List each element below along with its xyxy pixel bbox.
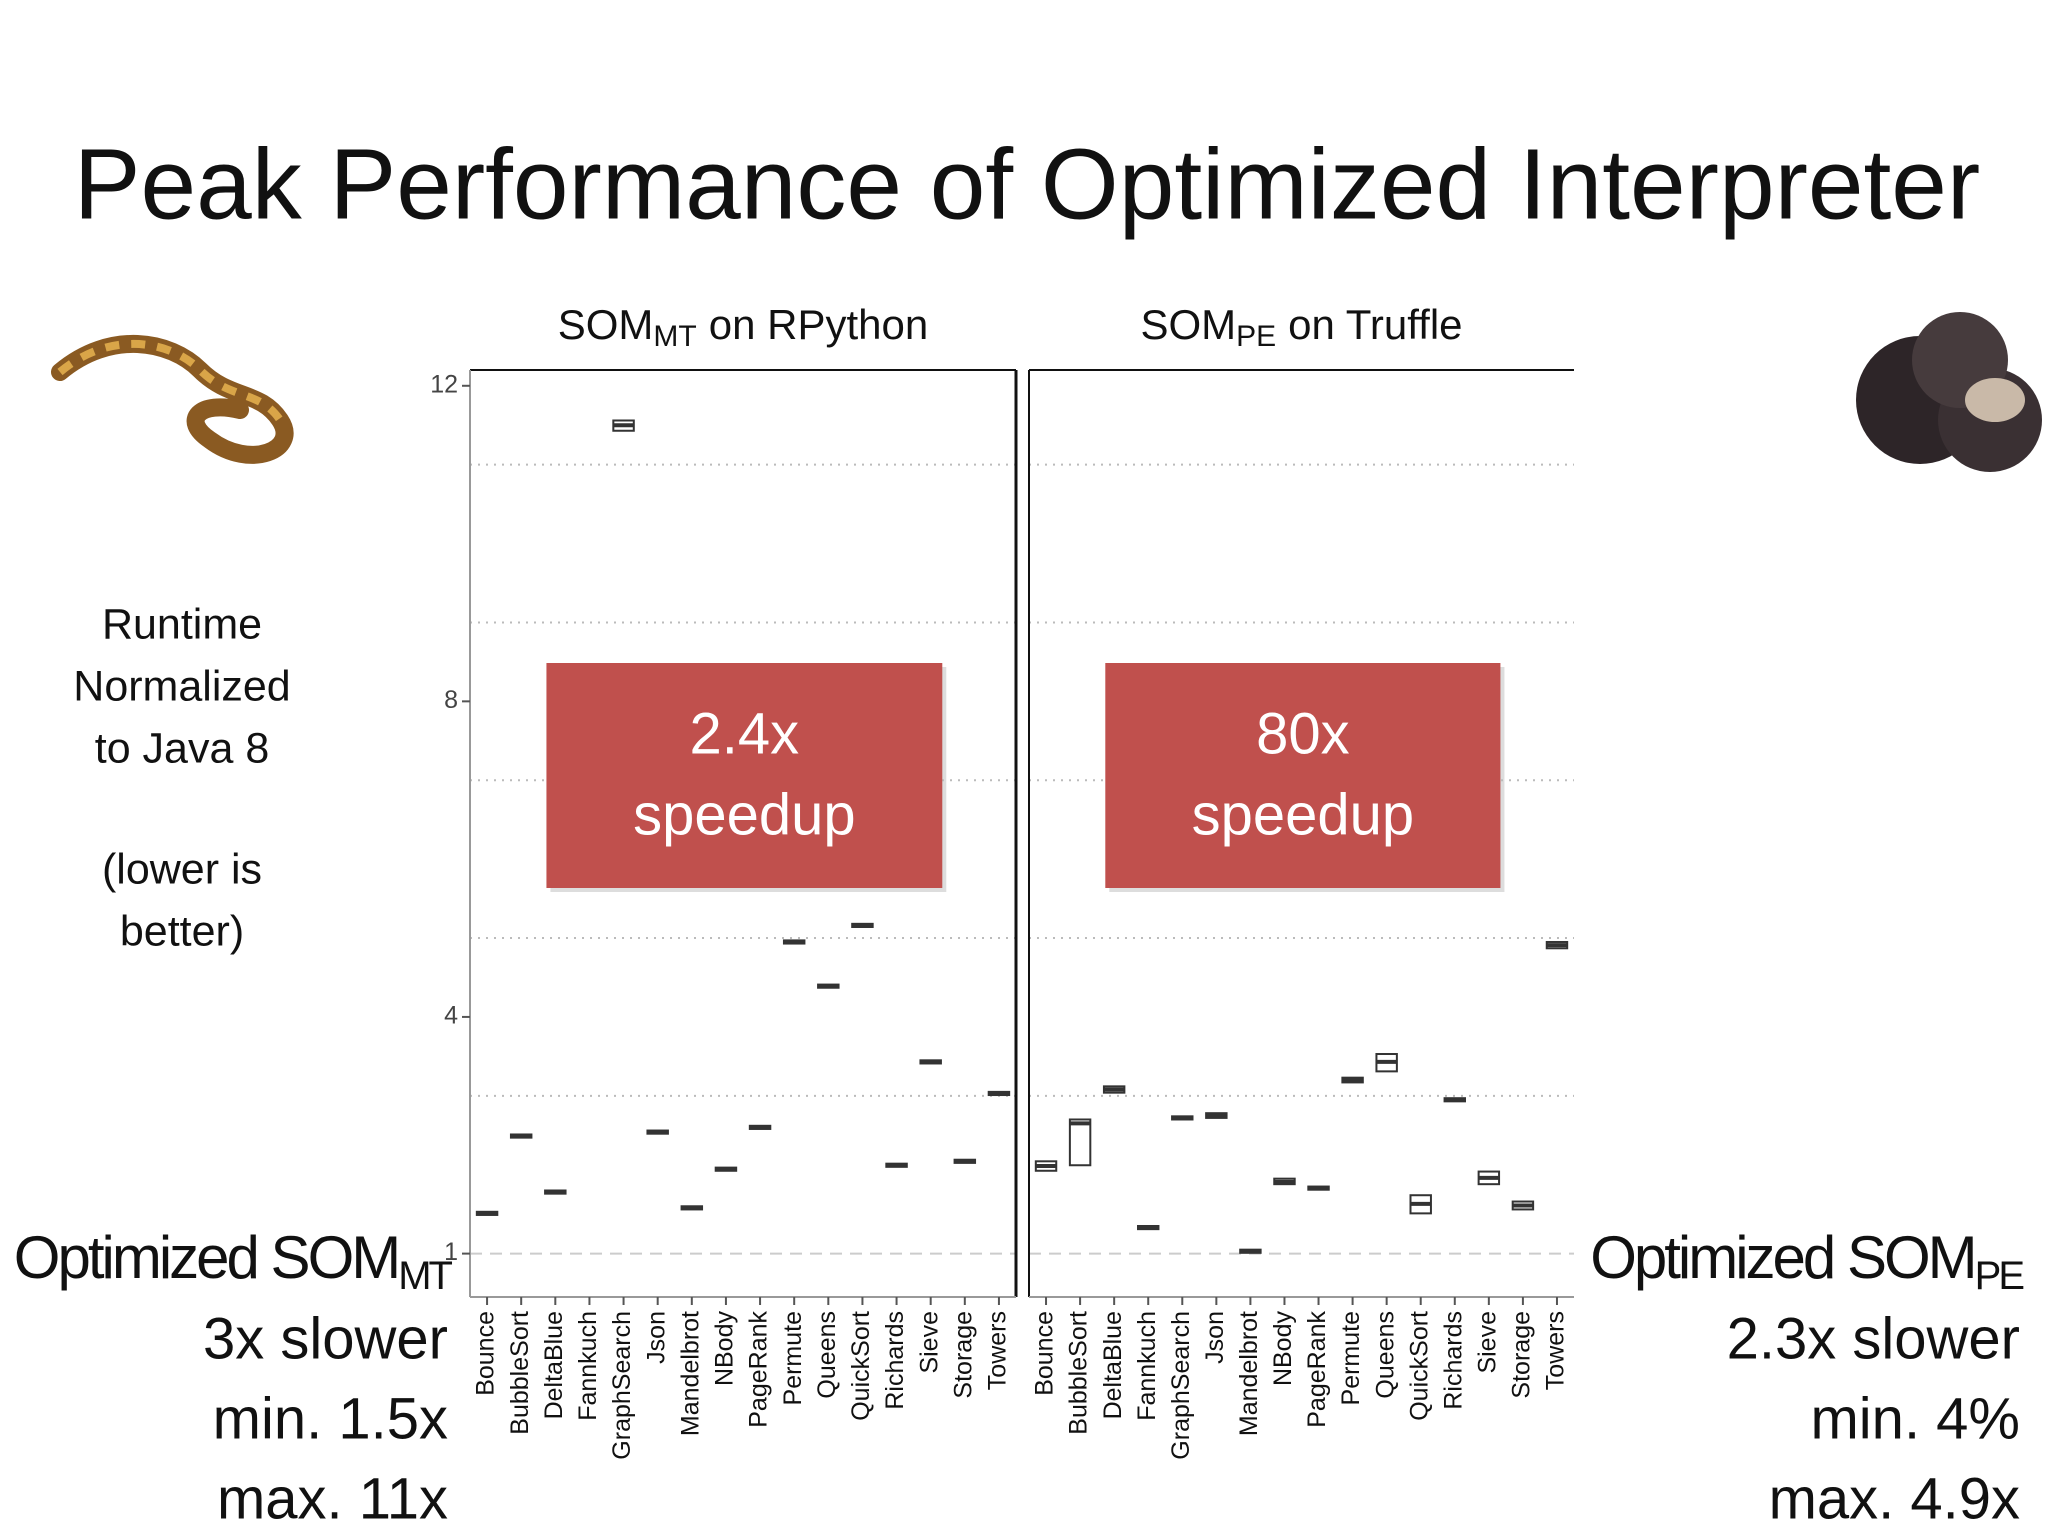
y-note-line: better)	[120, 907, 244, 955]
y-label-line: Normalized	[73, 662, 290, 710]
facet-title-main: SOM	[1140, 301, 1236, 348]
summary-line: min. 1.5x	[213, 1386, 448, 1451]
y-axis-label: Runtime Normalized to Java 8 (lower is bette…	[73, 600, 290, 955]
y-tick-label: 4	[444, 1002, 458, 1030]
x-tick-label: Sieve	[915, 1311, 943, 1374]
x-tick-label: Permute	[1337, 1311, 1365, 1405]
facet-title-sub: PE	[1236, 320, 1276, 353]
x-tick-label: DeltaBlue	[1099, 1311, 1127, 1419]
summary-label-main: Optimized SOM	[14, 1224, 398, 1291]
facet-title: SOMPE on Truffle	[1140, 301, 1462, 353]
box	[1068, 1118, 1092, 1167]
x-tick-label: Queens	[813, 1311, 841, 1399]
x-tick-label: NBody	[711, 1311, 739, 1387]
summary-line: 2.3x slower	[1727, 1306, 2020, 1371]
x-tick-label: DeltaBlue	[540, 1311, 568, 1419]
x-tick-label: PageRank	[1303, 1311, 1331, 1428]
x-tick-label: Fannkuch	[574, 1311, 602, 1421]
summary-line: max. 4.9x	[1769, 1466, 2020, 1531]
summary-line: min. 4%	[1810, 1386, 2020, 1451]
y-tick-label: 12	[430, 370, 458, 398]
x-tick-label: GraphSearch	[1167, 1311, 1195, 1460]
x-tick-label: QuickSort	[1405, 1311, 1433, 1421]
x-tick-label: Storage	[1508, 1311, 1536, 1399]
y-note-line: (lower is	[102, 845, 262, 893]
x-tick-label: Bounce	[1031, 1311, 1059, 1396]
x-tick-label: Json	[642, 1311, 670, 1364]
x-tick-label: Richards	[881, 1311, 909, 1410]
x-tick-label: Towers	[1542, 1311, 1570, 1390]
facet-title-rest: on Truffle	[1288, 301, 1462, 348]
snake-image	[51, 334, 294, 464]
x-tick-label: BubbleSort	[1065, 1311, 1093, 1435]
facet-title-sub: MT	[653, 320, 696, 353]
x-tick-label: Richards	[1439, 1311, 1467, 1410]
annotation-box	[1105, 663, 1501, 888]
summary-label-sub: MT	[398, 1254, 452, 1298]
truffle-image	[1856, 312, 2042, 472]
annotation-box	[546, 663, 943, 888]
summary-label: Optimized SOMMT	[14, 1224, 453, 1298]
y-tick-label: 8	[444, 686, 458, 714]
facet-title-rest: on RPython	[709, 301, 928, 348]
slide-title: Peak Performance of Optimized Interprete…	[74, 128, 1980, 240]
y-label-line: Runtime	[102, 600, 262, 648]
summary-line: 3x slower	[203, 1306, 448, 1371]
summary-label-sub: PE	[1975, 1254, 2024, 1298]
facet-title: SOMMT on RPython	[558, 301, 928, 353]
x-tick-label: Towers	[984, 1311, 1012, 1390]
x-tick-label: Sieve	[1473, 1311, 1501, 1374]
x-tick-label: BubbleSort	[506, 1311, 534, 1435]
y-label-line: to Java 8	[95, 724, 270, 772]
x-tick-label: PageRank	[745, 1311, 773, 1428]
x-tick-label: NBody	[1269, 1311, 1297, 1387]
x-tick-label: GraphSearch	[608, 1311, 636, 1460]
facet-title-main: SOM	[558, 301, 654, 348]
x-tick-label: Mandelbrot	[676, 1311, 704, 1436]
x-tick-label: QuickSort	[847, 1311, 875, 1421]
summary-label-main: Optimized SOM	[1590, 1224, 1974, 1291]
x-tick-label: Mandelbrot	[1235, 1311, 1263, 1436]
x-tick-label: Bounce	[472, 1311, 500, 1396]
summary-line: max. 11x	[217, 1466, 448, 1531]
annotation-text: speedup	[1192, 782, 1415, 847]
annotation-text: 80x	[1256, 701, 1350, 766]
x-tick-label: Fannkuch	[1133, 1311, 1161, 1421]
summary-label: Optimized SOMPE	[1590, 1224, 2023, 1298]
annotation-text: 2.4x	[690, 701, 800, 766]
x-tick-label: Queens	[1371, 1311, 1399, 1399]
x-tick-label: Permute	[779, 1311, 807, 1405]
y-tick-label: 1	[444, 1238, 458, 1266]
x-tick-label: Storage	[949, 1311, 977, 1399]
annotation-text: speedup	[633, 782, 856, 847]
x-tick-label: Json	[1201, 1311, 1229, 1364]
